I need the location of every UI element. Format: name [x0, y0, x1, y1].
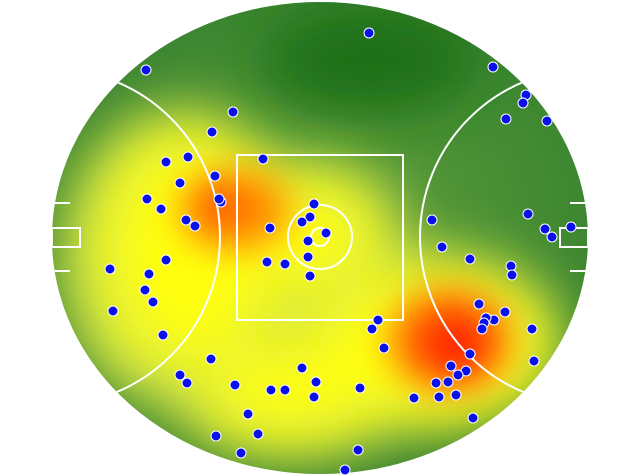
point — [436, 241, 448, 253]
point — [235, 447, 247, 459]
point — [526, 323, 538, 335]
point — [426, 214, 438, 226]
point — [499, 306, 511, 318]
point — [363, 27, 375, 39]
point — [517, 97, 529, 109]
point — [139, 284, 151, 296]
point — [181, 377, 193, 389]
point — [296, 362, 308, 374]
point — [160, 254, 172, 266]
point — [302, 235, 314, 247]
point — [157, 329, 169, 341]
point — [147, 296, 159, 308]
point — [140, 64, 152, 76]
point — [155, 203, 167, 215]
point — [320, 227, 332, 239]
point — [372, 314, 384, 326]
point — [430, 377, 442, 389]
point — [261, 256, 273, 268]
point — [408, 392, 420, 404]
point — [487, 61, 499, 73]
point — [257, 153, 269, 165]
point — [209, 170, 221, 182]
point — [143, 268, 155, 280]
point — [107, 305, 119, 317]
point — [505, 260, 517, 272]
point — [252, 428, 264, 440]
point — [279, 384, 291, 396]
point — [452, 369, 464, 381]
point — [464, 348, 476, 360]
point — [433, 391, 445, 403]
point — [522, 208, 534, 220]
point — [304, 211, 316, 223]
point — [264, 222, 276, 234]
point — [473, 298, 485, 310]
point — [565, 221, 577, 233]
point — [189, 220, 201, 232]
point — [265, 384, 277, 396]
point — [304, 270, 316, 282]
point — [206, 126, 218, 138]
point — [210, 430, 222, 442]
point — [541, 115, 553, 127]
point — [141, 193, 153, 205]
point — [104, 263, 116, 275]
point — [308, 198, 320, 210]
point — [464, 253, 476, 265]
point — [442, 376, 454, 388]
point — [354, 382, 366, 394]
point — [476, 323, 488, 335]
point — [296, 216, 308, 228]
point — [213, 193, 225, 205]
point — [227, 106, 239, 118]
point — [366, 323, 378, 335]
point — [160, 156, 172, 168]
point — [279, 258, 291, 270]
point — [310, 376, 322, 388]
point — [180, 214, 192, 226]
point — [302, 251, 314, 263]
point — [450, 389, 462, 401]
point — [539, 223, 551, 235]
point — [308, 391, 320, 403]
point — [182, 151, 194, 163]
point — [174, 369, 186, 381]
point — [339, 464, 351, 476]
point — [528, 355, 540, 367]
point — [445, 360, 457, 372]
point — [506, 269, 518, 281]
point — [229, 379, 241, 391]
point — [352, 444, 364, 456]
point — [242, 408, 254, 420]
point — [467, 412, 479, 424]
point — [205, 353, 217, 365]
point — [500, 113, 512, 125]
point — [378, 342, 390, 354]
point — [546, 231, 558, 243]
point — [174, 177, 186, 189]
